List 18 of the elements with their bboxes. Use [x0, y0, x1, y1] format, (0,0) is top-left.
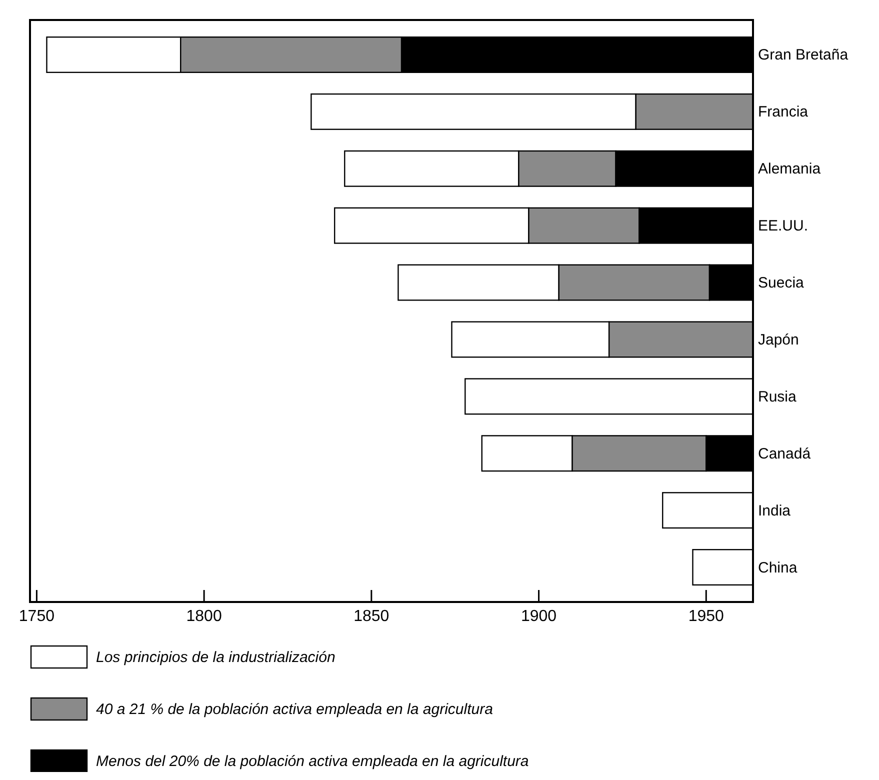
- x-tick-label: 1800: [186, 608, 222, 625]
- y-tick-label: Japón: [758, 331, 799, 348]
- legend-label: Menos del 20% de la población activa empleada en la agricultura: [96, 753, 529, 770]
- y-tick-label: Gran Bretaña: [758, 46, 849, 64]
- legend-label: 40 a 21 % de la población activa empleada en la agricultura: [96, 701, 493, 718]
- x-tick-label: 1750: [18, 608, 55, 625]
- y-tick-label: Alemania: [758, 160, 822, 178]
- x-tick-label: 1900: [520, 608, 557, 625]
- x-tick-label: 1950: [688, 608, 724, 625]
- y-tick-label: EE.UU.: [758, 218, 808, 235]
- y-tick-label: China: [758, 559, 798, 576]
- y-tick-label: Francia: [758, 104, 809, 121]
- y-tick-label: Suecia: [758, 274, 805, 292]
- x-tick-label: 1850: [354, 608, 390, 625]
- y-tick-label: Canadá: [758, 445, 812, 462]
- y-tick-label: India: [758, 502, 792, 520]
- y-tick-label: Rusia: [758, 388, 798, 406]
- legend-label: Los principios de la industrialización: [96, 649, 336, 666]
